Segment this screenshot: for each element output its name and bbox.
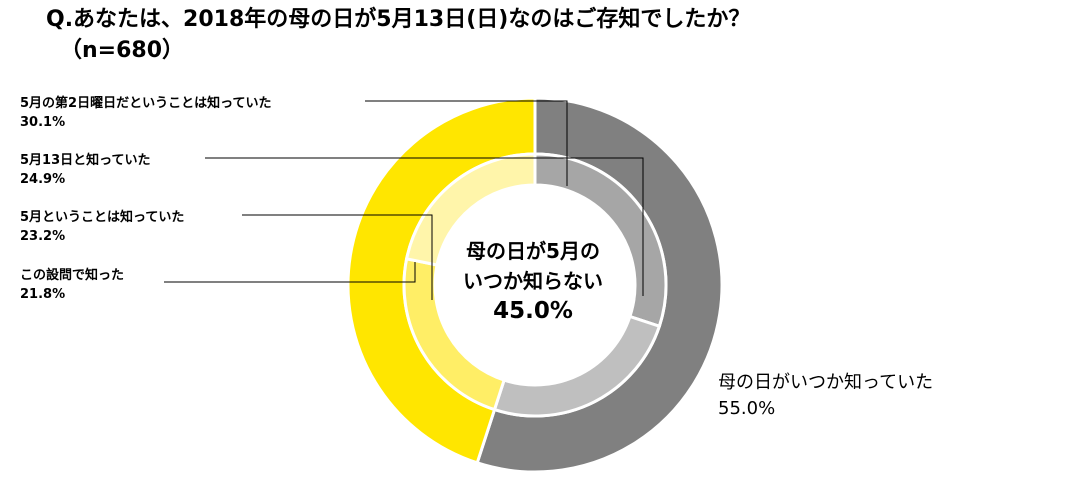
center-label-line1: 母の日が5月の — [466, 239, 600, 263]
legend-label-text: この設問で知った — [20, 268, 125, 283]
leader-line-may-only — [242, 214, 433, 300]
legend-label-may13: 5月13日と知っていた 24.9% — [20, 151, 151, 189]
inner-ring-slice-4 — [404, 152, 537, 267]
outer-label-knew: 母の日がいつか知っていた 55.0% — [718, 370, 933, 422]
leader-line-may13 — [205, 157, 644, 296]
legend-label-text: 5月ということは知っていた — [20, 210, 185, 225]
legend-label-percent: 30.1% — [20, 115, 66, 130]
chart-title: Q.あなたは、2018年の母の日が5月13日(日)なのはご存知でしたか？ （n=… — [46, 4, 750, 66]
legend-label-second-sunday: 5月の第2日曜日だということは知っていた 30.1% — [20, 94, 271, 132]
center-label-line2: いつか知らない — [463, 269, 603, 293]
outer-label-percent: 55.0% — [718, 398, 776, 419]
leader-line-this-question — [164, 262, 416, 283]
legend-label-text: 5月の第2日曜日だということは知っていた — [20, 96, 272, 111]
title-sample-size: （n=680） — [60, 38, 185, 63]
title-question: Q.あなたは、2018年の母の日が5月13日(日)なのはご存知でしたか？ — [46, 7, 751, 32]
legend-label-this-question: この設問で知った 21.8% — [20, 266, 124, 304]
outer-label-text: 母の日がいつか知っていた — [718, 372, 934, 393]
inner-ring — [402, 152, 668, 418]
donut-hole — [437, 187, 633, 383]
legend-label-percent: 21.8% — [20, 287, 66, 302]
legend-label-text: 5月13日と知っていた — [20, 153, 151, 168]
center-label-percent: 45.0% — [493, 298, 573, 324]
center-label: 母の日が5月の いつか知らない 45.0% — [438, 236, 628, 326]
legend-label-percent: 23.2% — [20, 229, 66, 244]
leader-lines — [164, 100, 644, 300]
legend-label-percent: 24.9% — [20, 172, 66, 187]
legend-label-may-only: 5月ということは知っていた 23.2% — [20, 208, 184, 246]
